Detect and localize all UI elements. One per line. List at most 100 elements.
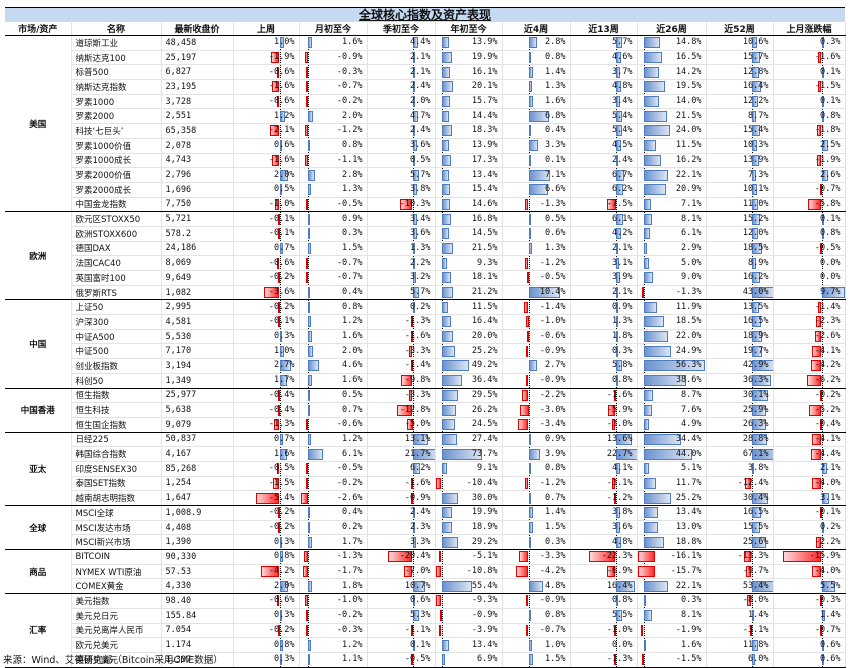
return-cell: -12.8% xyxy=(367,402,436,418)
positive-data-bar xyxy=(412,110,419,122)
positive-data-bar xyxy=(821,140,828,152)
positive-data-bar xyxy=(528,433,532,445)
return-value: 8.1% xyxy=(681,213,702,224)
bar-axis-line xyxy=(412,329,414,343)
return-cell: -1.5% xyxy=(773,79,846,95)
positive-data-bar xyxy=(412,52,416,64)
return-value: 29.2% xyxy=(471,536,498,547)
positive-data-bar xyxy=(751,375,772,387)
last-close-price: 85,268 xyxy=(161,461,234,477)
table-row: 科创50 1,349 1.7% 1.6% -9.8% 36.4% -0.9% 0.8% 38.6… xyxy=(5,373,846,389)
return-cell: -10.4% xyxy=(435,476,503,492)
positive-data-bar xyxy=(615,81,622,93)
return-cell: 19.7% xyxy=(706,343,774,360)
negative-data-bar xyxy=(435,566,442,578)
return-cell: -3.0% xyxy=(502,402,571,418)
return-value: 2.0% xyxy=(342,110,363,121)
return-value: 19.9% xyxy=(471,52,498,63)
negative-data-bar xyxy=(271,52,280,64)
return-cell: 0.5% xyxy=(502,211,571,227)
return-value: 21.7% xyxy=(404,448,431,459)
negative-data-bar xyxy=(436,595,442,607)
positive-data-bar xyxy=(751,154,760,166)
return-value: 0.3% xyxy=(274,331,295,342)
return-value: -0.6% xyxy=(268,96,295,107)
return-cell: -1.0% xyxy=(502,314,571,330)
positive-data-bar xyxy=(307,448,323,460)
asset-name: 恒生国企指数 xyxy=(71,417,162,433)
return-cell: -0.3% xyxy=(299,64,368,81)
positive-data-bar xyxy=(821,492,829,504)
return-cell: 11.5% xyxy=(435,299,503,316)
return-cell: 1.3% xyxy=(367,241,436,257)
positive-data-bar xyxy=(412,463,420,475)
negative-data-bar xyxy=(277,404,280,416)
return-cell: 0.1% xyxy=(773,94,846,110)
positive-data-bar xyxy=(279,536,282,548)
return-value: -1.0% xyxy=(539,316,566,327)
return-cell: 0.3% xyxy=(570,343,638,360)
return-cell: 6.6% xyxy=(502,182,571,198)
positive-data-bar xyxy=(615,507,621,519)
return-cell: 0.3% xyxy=(233,608,300,624)
return-value: 0.5% xyxy=(545,213,566,224)
negative-data-bar xyxy=(270,125,280,137)
return-value: 13.5% xyxy=(742,301,769,312)
return-value: 22.7% xyxy=(606,448,633,459)
return-value: -1.3% xyxy=(336,551,363,562)
return-cell: 1.8% xyxy=(570,329,638,345)
return-cell: 0.4% xyxy=(299,505,368,521)
return-value: 5.0% xyxy=(681,257,702,268)
negative-data-bar xyxy=(276,595,280,607)
return-cell: 22.7% xyxy=(570,446,638,462)
positive-data-bar xyxy=(528,110,549,122)
header-row: 市场/资产 名称 最新收盘价 上周 月初至今 季初至今 年初至今 近4周 近13… xyxy=(5,21,846,36)
bar-axis-line xyxy=(615,402,617,417)
return-cell: 3.8% xyxy=(367,182,436,198)
negative-data-bar xyxy=(519,404,529,416)
bar-axis-line xyxy=(821,417,823,432)
last-close-price: 1.174 xyxy=(161,637,234,653)
positive-data-bar xyxy=(615,96,620,108)
negative-data-bar xyxy=(410,654,413,666)
return-cell: 18.9% xyxy=(706,329,774,345)
negative-data-bar xyxy=(439,610,442,622)
bar-axis-line xyxy=(528,343,530,358)
return-value: 2.5% xyxy=(820,140,841,151)
return-cell: -15.7% xyxy=(637,564,707,580)
return-cell: 13.4% xyxy=(435,167,503,183)
positive-data-bar xyxy=(307,110,313,122)
bar-axis-line xyxy=(528,402,530,417)
table-row: 泰国SET指数 1,254 -1.5% -0.2% -1.6% -10.4% -1.2% -3… xyxy=(5,476,846,492)
positive-data-bar xyxy=(615,37,623,49)
return-cell: 16.5% xyxy=(706,505,774,521)
positive-data-bar xyxy=(441,169,449,181)
return-cell: 2.8% xyxy=(502,35,571,51)
return-value: -0.2% xyxy=(336,477,363,488)
return-cell: 0.2% xyxy=(773,520,846,536)
return-value: 6.1% xyxy=(342,448,363,459)
market-group-label: 中国香港 xyxy=(5,388,72,433)
return-cell: 1.4% xyxy=(502,505,571,521)
positive-data-bar xyxy=(307,301,310,313)
asset-name: 罗素1000价值 xyxy=(71,138,162,154)
return-cell: 16.4% xyxy=(570,578,638,595)
return-value: -7.5% xyxy=(606,198,633,209)
return-value: 10.7% xyxy=(404,580,431,591)
return-value: 36.3% xyxy=(742,375,769,386)
positive-data-bar xyxy=(643,345,671,357)
positive-data-bar xyxy=(307,654,311,666)
return-value: 5.3% xyxy=(410,610,431,621)
table-row: 亚太 日经225 50,837 0.7% 1.2% 13.1% 27.4% 0.9% 13.6%… xyxy=(5,432,846,507)
positive-data-bar xyxy=(441,272,452,284)
return-value: -2.6% xyxy=(814,331,841,342)
negative-data-bar xyxy=(806,375,822,387)
return-value: 4.8% xyxy=(612,81,633,92)
return-value: 2.3% xyxy=(410,522,431,533)
last-close-price: 2,078 xyxy=(161,138,234,154)
positive-data-bar xyxy=(751,125,760,137)
return-value: -3.4% xyxy=(539,419,566,430)
last-close-price: 50,837 xyxy=(161,432,234,448)
positive-data-bar xyxy=(279,184,282,196)
negative-data-bar xyxy=(526,331,529,343)
